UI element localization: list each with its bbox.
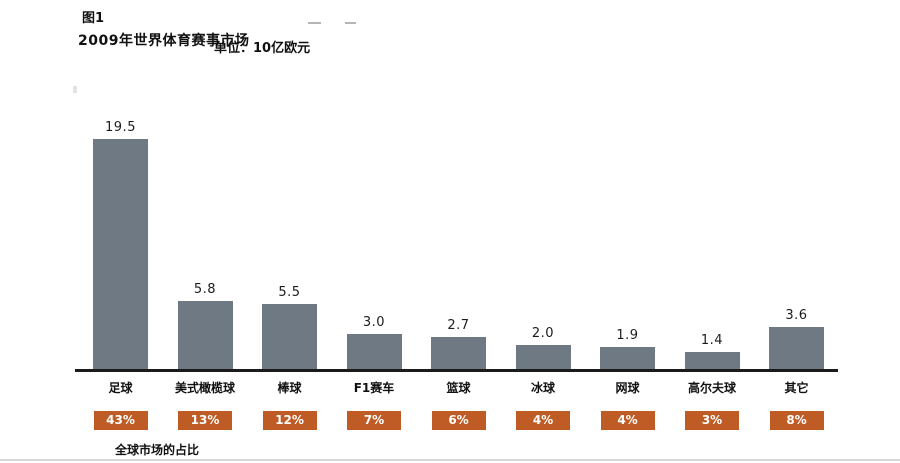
category-label: 棒球: [277, 381, 302, 395]
scan-artifact-dash: [345, 22, 356, 24]
category-label: 美式橄榄球: [174, 381, 235, 395]
category-label: F1赛车: [353, 381, 395, 395]
figure-label: 图1: [82, 11, 105, 26]
percent-badge: 12%: [262, 411, 317, 430]
percent-badge: 13%: [178, 411, 232, 430]
bar-棒球: [262, 304, 317, 369]
bar-篮球: [431, 337, 486, 369]
chart-title: 2009年世界体育赛事市场: [78, 33, 250, 49]
category-label: 其它: [784, 381, 809, 395]
bar-冰球: [515, 345, 571, 369]
bar-value-label: 1.9: [616, 328, 639, 343]
category-label: 高尔夫球: [687, 381, 736, 395]
x-axis-line: [75, 369, 838, 372]
bar-足球: [93, 139, 148, 369]
bar-value-label: 19.5: [105, 120, 136, 135]
bar-高尔夫球: [684, 352, 740, 369]
percent-badge: 3%: [685, 411, 739, 430]
unit-label: 单位：10亿欧元: [214, 41, 311, 56]
category-label: 网球: [615, 381, 640, 395]
category-label: 足球: [108, 381, 133, 395]
percent-badge: 7%: [347, 411, 401, 430]
category-label: 篮球: [446, 381, 471, 395]
footer-label: 全球市场的占比: [115, 443, 200, 457]
percent-badge: 6%: [431, 411, 486, 430]
bar-美式橄榄球: [177, 301, 233, 369]
bar-value-label: 5.5: [278, 285, 301, 300]
percent-badge: 43%: [93, 411, 148, 430]
bar-F1赛车: [346, 334, 402, 369]
percent-badge: 4%: [516, 411, 570, 430]
bar-value-label: 2.7: [447, 318, 470, 333]
percent-badge: 8%: [769, 411, 824, 430]
bar-value-label: 3.6: [785, 308, 808, 323]
bar-其它: [769, 327, 824, 369]
scan-artifact-dash: [308, 22, 321, 24]
bar-网球: [600, 347, 655, 369]
bar-value-label: 2.0: [531, 326, 555, 341]
bottom-divider-line: [0, 459, 900, 461]
bar-value-label: 5.8: [193, 282, 217, 297]
bar-value-label: 1.4: [700, 333, 724, 348]
bar-value-label: 3.0: [362, 315, 386, 330]
category-label: 冰球: [530, 381, 555, 395]
scan-artifact-smudge: [73, 86, 77, 93]
percent-badge: 4%: [600, 411, 655, 430]
